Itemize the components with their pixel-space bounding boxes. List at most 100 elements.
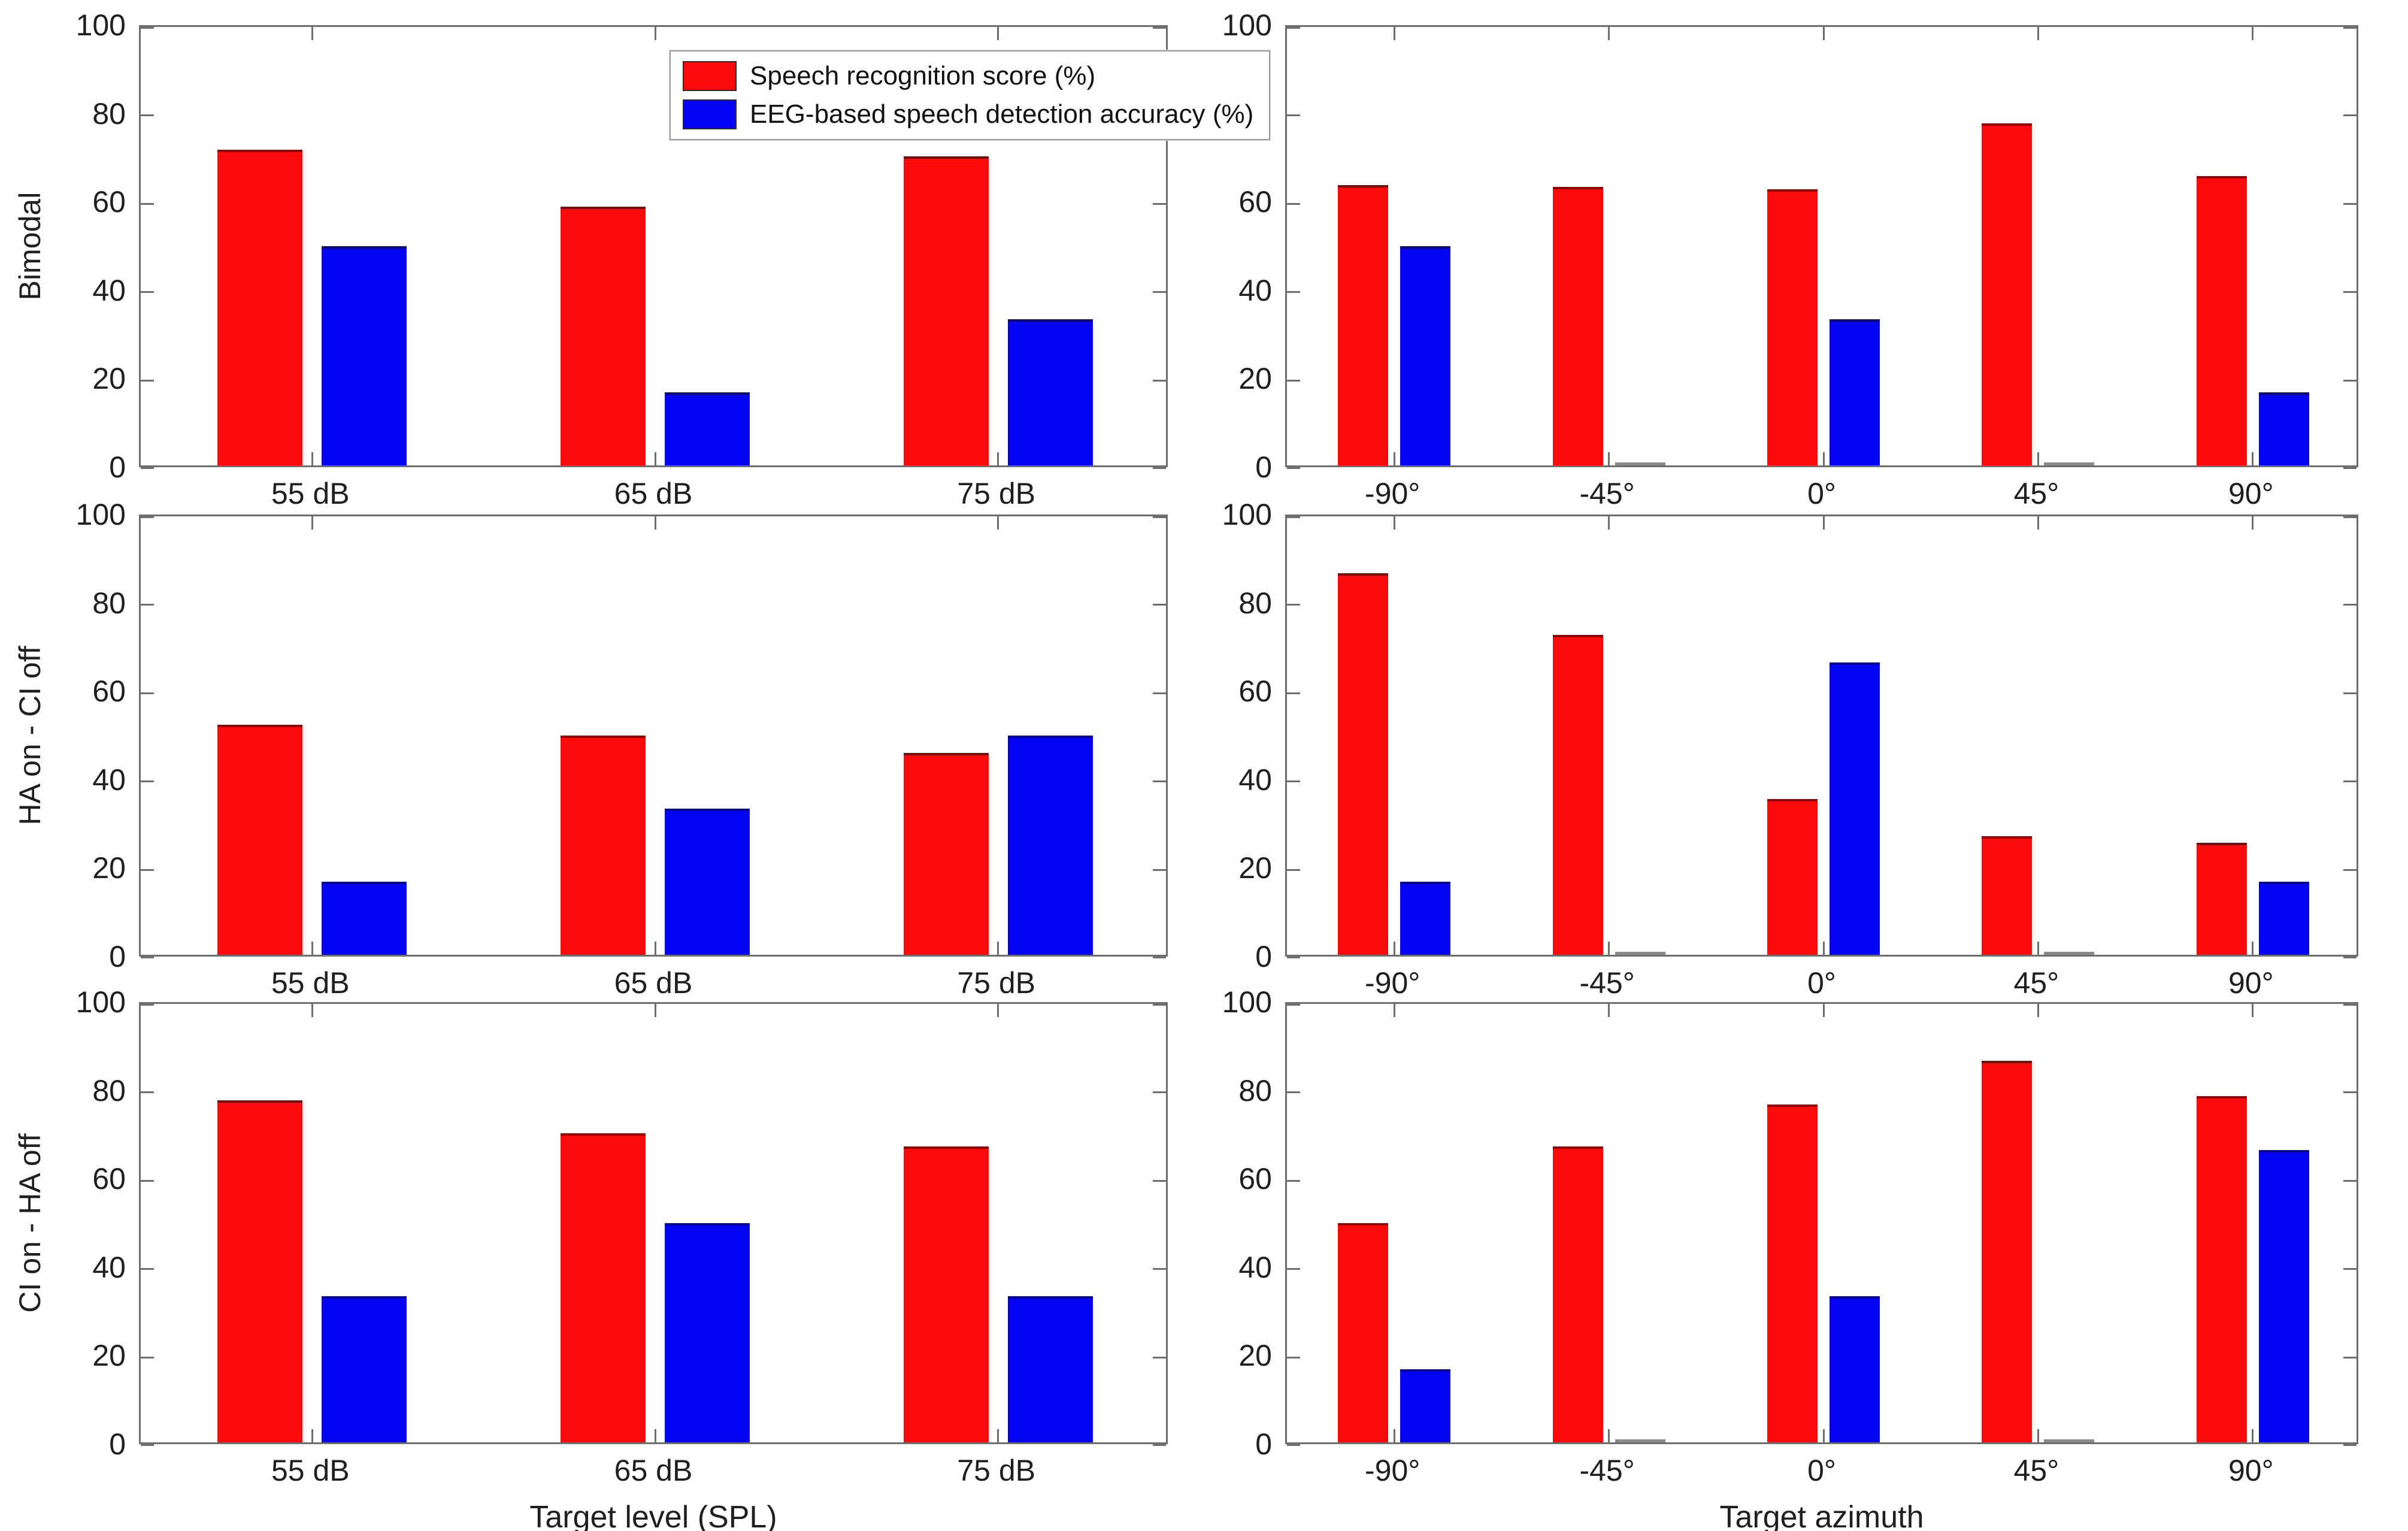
y-tick-label: 80 (92, 96, 126, 131)
y-tick-mark (1153, 1268, 1166, 1270)
blue-bar-0 (1830, 319, 1880, 465)
y-tick-mark (1287, 1091, 1300, 1094)
y-tick-label: 40 (92, 763, 126, 797)
x-tick-mark (311, 942, 313, 955)
y-tick-mark (1153, 1356, 1166, 1358)
zero-bar--45 (1615, 1439, 1665, 1442)
x-tick-mark (2037, 1429, 2039, 1442)
plot-area-cion-haoff-azimuth (1285, 1002, 2358, 1446)
legend-row: EEG-based speech detection accuracy (%) (683, 99, 1253, 129)
plot-area-haon-cioff-azimuth (1285, 515, 2358, 958)
red-bar-90 (2196, 176, 2247, 465)
y-tick-mark (1153, 957, 1166, 958)
y-tick-label: 80 (1238, 586, 1272, 620)
x-tick-label: 45° (2013, 966, 2059, 1000)
red-bar-90 (2196, 843, 2247, 955)
row-label-bimodal-level: Bimodal (13, 192, 47, 301)
x-tick-mark (654, 942, 656, 955)
x-tick-mark (1822, 27, 1825, 40)
y-tick-mark (2343, 1356, 2356, 1358)
y-tick-mark (2343, 1444, 2356, 1446)
y-tick-mark (2343, 1268, 2356, 1270)
x-tick-mark (1822, 942, 1825, 955)
y-tick-label: 80 (1238, 1073, 1272, 1108)
x-tick-label: 65 dB (614, 966, 693, 1000)
y-tick-mark (1287, 1004, 1300, 1006)
x-tick-label: -90° (1365, 1454, 1420, 1487)
blue-bar-75dB (1007, 319, 1093, 465)
y-tick-label: 20 (92, 362, 126, 396)
plot-area-bimodal-azimuth (1285, 25, 2358, 469)
blue-bar-65dB (665, 392, 750, 465)
y-tick-label: 0 (109, 450, 126, 484)
y-tick-label: 80 (92, 1073, 126, 1108)
y-tick-label: 100 (75, 985, 126, 1019)
red-bar--90 (1338, 573, 1389, 955)
y-tick-mark (1153, 516, 1166, 518)
x-axis-title-cion-haoff-azimuth: Target azimuth (1719, 1500, 1924, 1531)
y-tick-mark (141, 1091, 154, 1094)
x-tick-mark (1608, 1004, 1610, 1017)
x-tick-label: -45° (1579, 477, 1635, 510)
zero-bar-45 (2044, 462, 2095, 465)
y-tick-label: 40 (92, 273, 126, 307)
x-tick-mark (1822, 452, 1825, 465)
x-tick-mark (1393, 452, 1395, 465)
y-tick-label: 40 (92, 1250, 126, 1284)
y-tick-mark (1153, 1091, 1166, 1094)
y-tick-mark (2343, 1004, 2356, 1006)
x-tick-label: 75 dB (957, 477, 1035, 510)
y-tick-mark (1153, 27, 1166, 29)
y-tick-mark (1287, 202, 1300, 205)
y-tick-mark (2343, 692, 2356, 694)
blue-bar--90 (1400, 1369, 1451, 1442)
plot-area-cion-haoff-level (139, 1002, 1168, 1446)
y-tick-mark (141, 1356, 154, 1358)
red-bar-45 (1982, 836, 2033, 955)
y-tick-label: 20 (1238, 851, 1272, 885)
y-tick-mark (141, 291, 154, 294)
x-tick-mark (654, 452, 656, 465)
y-tick-mark (2343, 202, 2356, 205)
blue-swatch-icon (683, 99, 737, 129)
x-tick-mark (1393, 1004, 1395, 1017)
y-tick-label: 0 (1255, 940, 1272, 973)
y-tick-mark (1153, 202, 1166, 205)
y-tick-mark (1153, 1179, 1166, 1182)
y-tick-mark (1153, 780, 1166, 783)
x-tick-mark (1393, 516, 1395, 530)
x-tick-mark (311, 452, 313, 465)
y-tick-mark (141, 467, 154, 469)
legend-row: Speech recognition score (%) (683, 61, 1253, 91)
y-tick-mark (1153, 1004, 1166, 1006)
chart-panel-haon-cioff-azimuth: 0 20 40 60 80 100 -90° -45° 0° 45° 90° (1222, 498, 2358, 1000)
y-tick-label: 100 (1222, 8, 1272, 42)
red-bar-0 (1767, 799, 1818, 955)
y-tick-mark (2343, 957, 2356, 958)
x-tick-mark (2037, 452, 2039, 465)
y-tick-mark (141, 1004, 154, 1006)
y-tick-label: 60 (1238, 674, 1272, 709)
plot-area-haon-cioff-level (139, 515, 1168, 958)
x-tick-label: 0° (1807, 1454, 1836, 1487)
y-tick-mark (1287, 692, 1300, 694)
x-tick-mark (1822, 1429, 1825, 1442)
y-tick-label: 20 (92, 1339, 126, 1373)
y-tick-label: 0 (109, 940, 126, 973)
y-tick-mark (1287, 516, 1300, 518)
y-tick-label: 60 (92, 185, 126, 219)
y-tick-label: 100 (1222, 985, 1272, 1019)
x-tick-label: 45° (2013, 477, 2059, 510)
x-tick-mark (311, 516, 313, 530)
red-bar-65dB (561, 207, 646, 465)
y-tick-mark (1287, 780, 1300, 783)
x-tick-mark (1393, 942, 1395, 955)
y-tick-mark (1153, 1444, 1166, 1446)
x-tick-mark (311, 1004, 313, 1017)
y-tick-mark (141, 1179, 154, 1182)
y-tick-label: 0 (109, 1427, 126, 1461)
x-tick-mark (2252, 452, 2254, 465)
red-bar-55dB (217, 149, 303, 465)
x-tick-mark (2037, 1004, 2039, 1017)
